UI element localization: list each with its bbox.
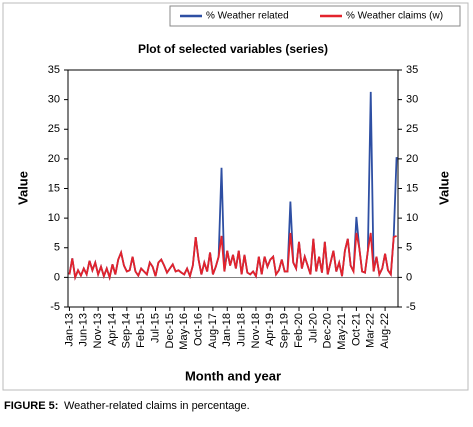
y-tick-label: -5	[50, 301, 60, 313]
x-axis-label: Month and year	[185, 368, 281, 383]
series-line	[68, 232, 397, 281]
x-tick-label: Sep-19	[279, 313, 291, 348]
x-tick-label: Jul-20	[307, 313, 319, 343]
plot-area	[67, 69, 399, 308]
x-tick-label: Dec-20	[322, 313, 334, 348]
x-tick-label: Jun-13	[78, 313, 90, 347]
x-tick-label: Sep-14	[121, 313, 133, 348]
y2-tick-label: 15	[406, 182, 418, 194]
y2-tick-label: 25	[406, 123, 418, 135]
y-tick-label: 0	[54, 271, 60, 283]
y2-axis-label: Value	[436, 171, 451, 205]
x-tick-label: Aug-17	[207, 313, 219, 348]
x-tick-label: Dec-15	[164, 313, 176, 348]
legend-label: % Weather claims (w)	[346, 11, 443, 22]
x-tick-label: Jan-18	[221, 313, 233, 347]
y2-tick-label: 5	[406, 242, 412, 254]
y-axis-label: Value	[15, 171, 30, 205]
y-tick-label: 15	[48, 182, 60, 194]
x-tick-label: Oct-21	[350, 313, 362, 346]
x-tick-label: Jan-13	[63, 313, 75, 347]
x-tick-label: Nov-13	[92, 313, 104, 348]
y-tick-label: 35	[48, 64, 60, 76]
x-tick-label: Feb-15	[135, 313, 147, 348]
chart-frame	[2, 2, 469, 391]
x-tick-label: Jul-15	[149, 313, 161, 343]
x-tick-label: Apr-19	[264, 313, 276, 346]
x-tick-label: Aug-22	[379, 313, 391, 348]
y2-tick-label: 20	[406, 153, 418, 165]
chart-title: Plot of selected variables (series)	[138, 42, 328, 56]
x-tick-label: Feb-20	[293, 313, 305, 348]
y-tick-label: 30	[48, 94, 60, 106]
y-tick-label: 25	[48, 123, 60, 135]
x-tick-label: Apr-14	[106, 313, 118, 346]
caption-label: FIGURE 5:	[4, 400, 58, 412]
x-tick-label: May-21	[336, 313, 348, 350]
legend-box	[169, 5, 461, 27]
y-tick-label: 20	[48, 153, 60, 165]
x-tick-label: Jun-18	[236, 313, 248, 347]
y2-tick-label: 30	[406, 94, 418, 106]
caption: Weather-related claims in percentage.	[64, 400, 250, 412]
y2-tick-label: -5	[406, 301, 416, 313]
x-tick-label: May-16	[178, 313, 190, 350]
y-tick-label: 10	[48, 212, 60, 224]
y2-tick-label: 0	[406, 271, 412, 283]
x-tick-label: Nov-18	[250, 313, 262, 348]
x-tick-label: Oct-16	[192, 313, 204, 346]
x-tick-label: Mar-22	[365, 313, 377, 348]
legend-label: % Weather related	[206, 11, 289, 22]
y2-tick-label: 35	[406, 64, 418, 76]
series-line	[68, 91, 398, 281]
y2-tick-label: 10	[406, 212, 418, 224]
y-tick-label: 5	[54, 242, 60, 254]
